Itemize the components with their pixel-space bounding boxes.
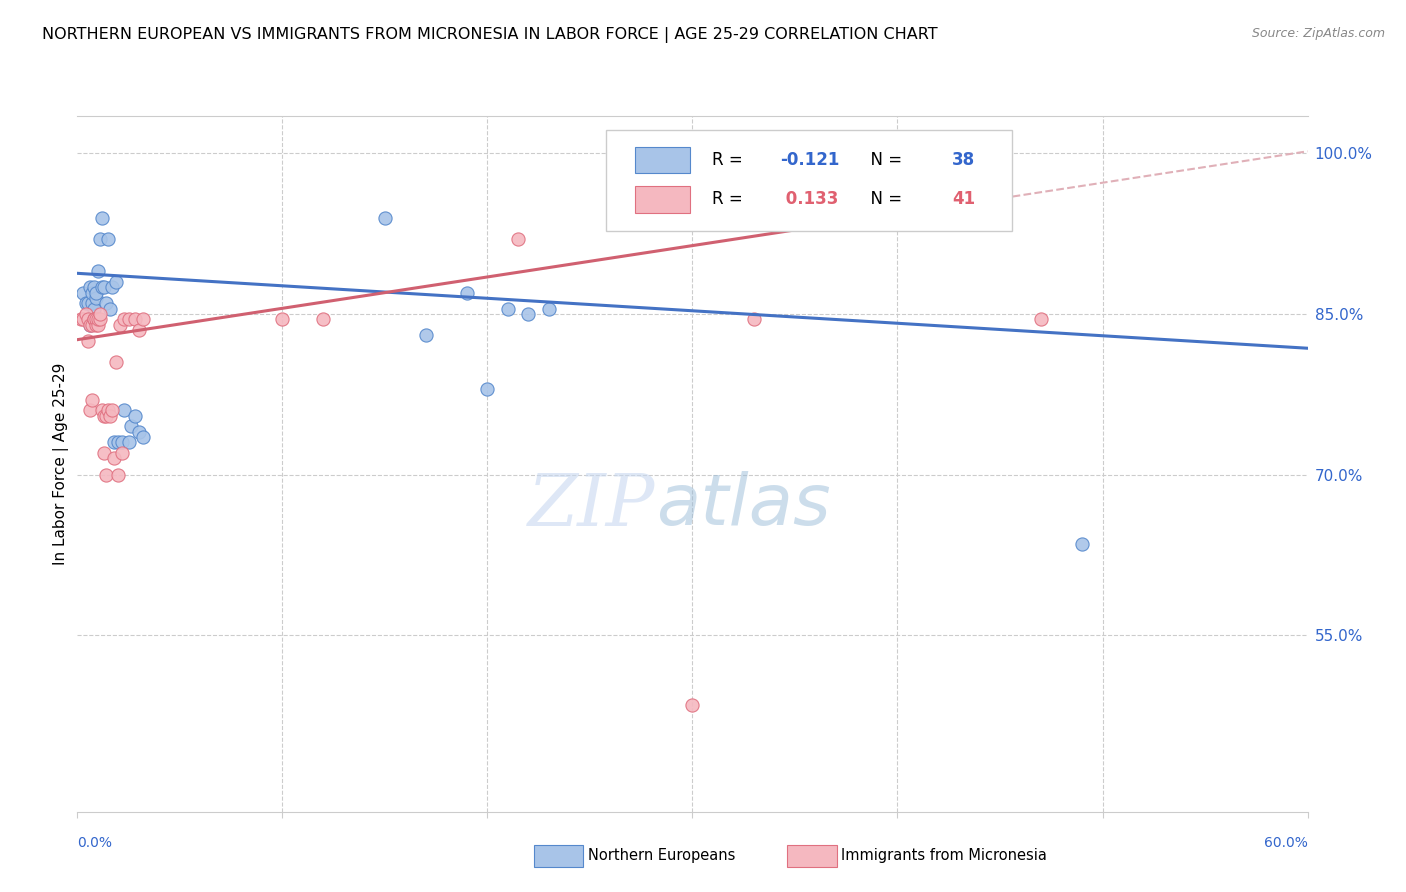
Point	[508, 232, 530, 246]
Point	[90, 211, 114, 225]
Point	[415, 328, 437, 343]
Point	[124, 312, 146, 326]
Text: 38: 38	[952, 151, 976, 169]
FancyBboxPatch shape	[634, 186, 690, 212]
Point	[80, 296, 103, 310]
Point	[107, 435, 129, 450]
Point	[456, 285, 478, 300]
Point	[83, 301, 105, 316]
Point	[132, 430, 155, 444]
Point	[89, 307, 111, 321]
Point	[76, 312, 98, 326]
Point	[124, 409, 146, 423]
FancyBboxPatch shape	[634, 146, 690, 173]
Text: 41: 41	[952, 191, 976, 209]
Point	[374, 211, 396, 225]
Text: Immigrants from Micronesia: Immigrants from Micronesia	[841, 848, 1046, 863]
Point	[83, 312, 105, 326]
Text: atlas: atlas	[655, 471, 830, 540]
Point	[103, 451, 125, 466]
Point	[94, 296, 117, 310]
Point	[84, 291, 107, 305]
Point	[75, 307, 97, 321]
Point	[90, 403, 114, 417]
Text: 0.0%: 0.0%	[77, 836, 112, 850]
Point	[75, 296, 97, 310]
Point	[72, 312, 94, 326]
Point	[537, 301, 560, 316]
Point	[94, 467, 117, 482]
Point	[1029, 312, 1052, 326]
Point	[128, 323, 150, 337]
Point	[103, 435, 125, 450]
Point	[93, 409, 115, 423]
Point	[98, 409, 121, 423]
Point	[114, 312, 136, 326]
Point	[101, 280, 124, 294]
Point	[105, 355, 128, 369]
Point	[87, 264, 110, 278]
Point	[105, 275, 128, 289]
Text: -0.121: -0.121	[780, 151, 839, 169]
Point	[97, 232, 120, 246]
Text: Northern Europeans: Northern Europeans	[588, 848, 735, 863]
Point	[1071, 537, 1094, 551]
Point	[120, 419, 142, 434]
Text: N =: N =	[860, 151, 907, 169]
Point	[107, 467, 129, 482]
Point	[101, 403, 124, 417]
Point	[93, 280, 115, 294]
Point	[682, 698, 704, 712]
Point	[70, 312, 93, 326]
Point	[83, 280, 105, 294]
Point	[83, 312, 105, 326]
Point	[79, 318, 101, 332]
Point	[80, 318, 103, 332]
Point	[90, 280, 114, 294]
Point	[84, 285, 107, 300]
Point	[128, 425, 150, 439]
Point	[117, 435, 139, 450]
Text: N =: N =	[860, 191, 907, 209]
Point	[80, 285, 103, 300]
Point	[110, 318, 132, 332]
Text: 0.133: 0.133	[780, 191, 838, 209]
Point	[517, 307, 540, 321]
Text: NORTHERN EUROPEAN VS IMMIGRANTS FROM MICRONESIA IN LABOR FORCE | AGE 25-29 CORRE: NORTHERN EUROPEAN VS IMMIGRANTS FROM MIC…	[42, 27, 938, 43]
Point	[80, 392, 103, 407]
Point	[79, 403, 101, 417]
Point	[496, 301, 519, 316]
Point	[111, 435, 134, 450]
Point	[87, 318, 110, 332]
Point	[72, 285, 94, 300]
Text: R =: R =	[713, 151, 748, 169]
Point	[93, 446, 115, 460]
Text: Source: ZipAtlas.com: Source: ZipAtlas.com	[1251, 27, 1385, 40]
FancyBboxPatch shape	[606, 130, 1012, 231]
Point	[76, 296, 98, 310]
Point	[76, 334, 98, 348]
Point	[87, 312, 110, 326]
Point	[117, 312, 139, 326]
Point	[742, 312, 765, 326]
Point	[111, 446, 134, 460]
Text: R =: R =	[713, 191, 748, 209]
Text: 60.0%: 60.0%	[1264, 836, 1308, 850]
Point	[89, 232, 111, 246]
Point	[84, 312, 107, 326]
Point	[84, 318, 107, 332]
Point	[89, 312, 111, 326]
Point	[98, 301, 121, 316]
Point	[79, 318, 101, 332]
Y-axis label: In Labor Force | Age 25-29: In Labor Force | Age 25-29	[53, 363, 69, 565]
Point	[97, 403, 120, 417]
Point	[477, 382, 499, 396]
Point	[79, 280, 101, 294]
Point	[132, 312, 155, 326]
Point	[114, 403, 136, 417]
Point	[271, 312, 294, 326]
Point	[312, 312, 335, 326]
Point	[94, 409, 117, 423]
Text: ZIP: ZIP	[529, 470, 655, 541]
